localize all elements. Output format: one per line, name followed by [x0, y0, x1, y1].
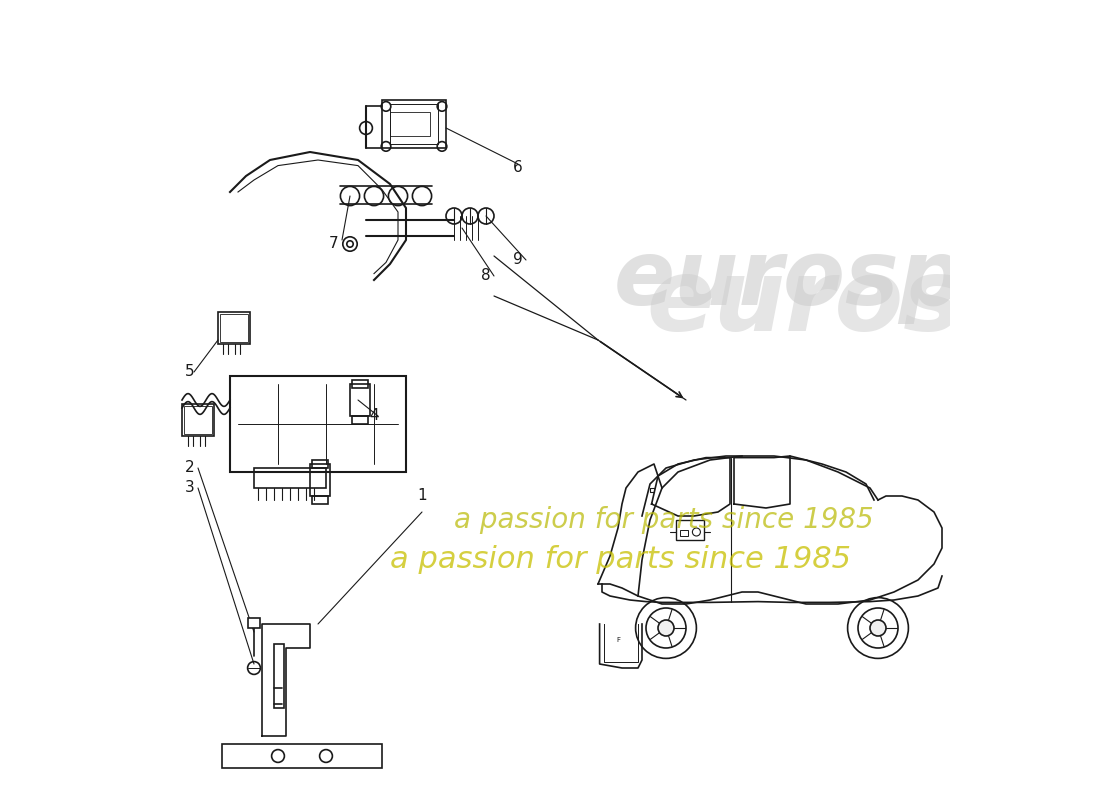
Text: a passion for parts since 1985: a passion for parts since 1985	[454, 506, 873, 534]
Text: 8: 8	[481, 269, 491, 283]
Text: 3: 3	[185, 481, 195, 495]
Circle shape	[870, 620, 886, 636]
Bar	[310, 464, 330, 496]
Bar	[185, 406, 211, 434]
Circle shape	[658, 620, 674, 636]
Bar	[390, 112, 430, 136]
Bar	[382, 100, 446, 148]
Bar	[352, 380, 367, 388]
Text: F: F	[616, 637, 620, 643]
Bar	[230, 376, 406, 472]
Bar	[390, 104, 438, 144]
Bar	[222, 744, 382, 768]
Text: a passion for parts since 1985: a passion for parts since 1985	[390, 546, 851, 574]
Bar	[218, 312, 250, 344]
Text: 7: 7	[329, 237, 339, 251]
Bar	[311, 460, 328, 468]
Bar	[274, 644, 285, 708]
Bar	[350, 384, 370, 416]
Bar	[220, 314, 248, 342]
Text: 2: 2	[185, 461, 195, 475]
Text: 4: 4	[370, 409, 378, 423]
Bar	[182, 404, 214, 436]
Text: eurospares: eurospares	[614, 236, 1100, 324]
Text: 1: 1	[417, 489, 427, 503]
Text: eurospares: eurospares	[646, 255, 1100, 353]
Bar	[254, 468, 326, 488]
Text: 9: 9	[513, 253, 522, 267]
Text: 5: 5	[185, 365, 195, 379]
Bar	[311, 496, 328, 504]
Bar	[675, 520, 704, 540]
Text: 6: 6	[513, 161, 522, 175]
Bar	[681, 530, 689, 536]
Bar	[248, 618, 261, 628]
Bar	[352, 416, 367, 424]
